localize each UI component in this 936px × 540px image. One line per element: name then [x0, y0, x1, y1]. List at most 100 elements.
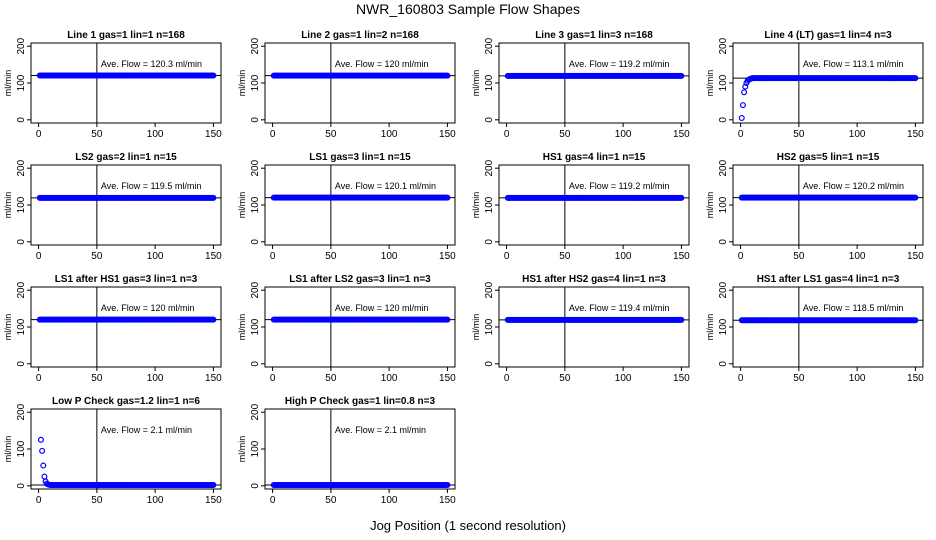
panel-2: Line 2 gas=1 lin=2 n=168 0 50 100 150 0 100 200… [237, 30, 456, 140]
y-tick-label: 200 [484, 281, 495, 298]
x-tick-label: 150 [205, 129, 222, 140]
data-point [444, 72, 451, 79]
panel-14: High P Check gas=1 lin=0.8 n=3 0 50 100 150 0… [237, 396, 456, 506]
x-tick-label: 50 [91, 373, 103, 384]
average-flow-annotation: Ave. Flow = 120.2 ml/min [803, 181, 904, 191]
average-flow-annotation: Ave. Flow = 120.3 ml/min [101, 59, 202, 69]
data-point [37, 436, 44, 443]
average-flow-annotation: Ave. Flow = 120.1 ml/min [335, 181, 436, 191]
y-tick-label: 200 [484, 37, 495, 54]
x-tick-label: 100 [147, 495, 164, 506]
x-tick-label: 100 [381, 251, 398, 262]
x-tick-label: 0 [36, 495, 42, 506]
y-tick-label: 200 [16, 37, 27, 54]
y-tick-label: 100 [718, 196, 729, 213]
average-flow-annotation: Ave. Flow = 120 ml/min [335, 59, 429, 69]
x-tick-label: 50 [559, 373, 571, 384]
y-tick-label: 0 [16, 117, 27, 123]
x-tick-label: 150 [907, 129, 924, 140]
x-tick-label: 50 [559, 251, 571, 262]
y-axis-label: ml/min [3, 436, 13, 463]
x-tick-label: 150 [439, 129, 456, 140]
plot-frame [732, 164, 924, 246]
average-flow-annotation: Ave. Flow = 2.1 ml/min [101, 425, 192, 435]
y-axis-label: ml/min [705, 70, 715, 97]
panel-title: Line 3 gas=1 lin=3 n=168 [535, 30, 653, 41]
x-tick-label: 0 [270, 251, 276, 262]
y-axis-label: ml/min [237, 314, 247, 341]
data-point [738, 114, 745, 121]
data-point [742, 83, 749, 90]
average-flow-annotation: Ave. Flow = 119.4 ml/min [569, 303, 669, 313]
average-flow-annotation: Ave. Flow = 119.2 ml/min [569, 59, 669, 69]
x-tick-label: 50 [325, 129, 337, 140]
data-point [444, 194, 451, 201]
x-tick-label: 0 [738, 373, 744, 384]
panel-title: High P Check gas=1 lin=0.8 n=3 [285, 396, 436, 407]
x-tick-label: 100 [147, 129, 164, 140]
average-flow-annotation: Ave. Flow = 2.1 ml/min [335, 425, 426, 435]
plot-frame [30, 286, 222, 368]
panel-11: HS1 after HS2 gas=4 lin=1 n=3 0 50 100 150 0 1… [471, 274, 690, 384]
y-tick-label: 100 [16, 196, 27, 213]
x-tick-label: 100 [615, 251, 632, 262]
y-tick-label: 0 [484, 239, 495, 245]
y-tick-label: 100 [718, 74, 729, 91]
x-tick-label: 0 [36, 129, 42, 140]
y-tick-label: 0 [250, 117, 261, 123]
y-tick-label: 0 [718, 117, 729, 123]
x-tick-label: 0 [270, 373, 276, 384]
data-point [210, 194, 217, 201]
plot-frame [498, 42, 690, 124]
x-tick-label: 50 [559, 129, 571, 140]
x-tick-label: 150 [439, 495, 456, 506]
data-point [210, 316, 217, 323]
x-tick-label: 50 [793, 251, 805, 262]
y-tick-label: 200 [16, 281, 27, 298]
x-tick-label: 150 [439, 373, 456, 384]
data-point [678, 194, 685, 201]
y-tick-label: 0 [250, 239, 261, 245]
x-tick-label: 100 [849, 251, 866, 262]
data-point [912, 75, 919, 82]
x-tick-label: 50 [793, 373, 805, 384]
x-tick-label: 0 [738, 251, 744, 262]
plot-frame [264, 286, 456, 368]
data-point [912, 194, 919, 201]
y-tick-label: 100 [16, 74, 27, 91]
y-tick-label: 200 [16, 159, 27, 176]
x-tick-label: 100 [849, 129, 866, 140]
x-tick-label: 50 [91, 495, 103, 506]
y-tick-label: 100 [250, 440, 261, 457]
y-axis-label: ml/min [471, 314, 481, 341]
y-tick-label: 100 [718, 318, 729, 335]
y-axis-label: ml/min [3, 314, 13, 341]
data-point [444, 482, 451, 489]
data-point [210, 72, 217, 79]
panel-title: HS2 gas=5 lin=1 n=15 [777, 152, 880, 163]
plot-frame [264, 164, 456, 246]
panel-7: HS1 gas=4 lin=1 n=15 0 50 100 150 0 100 200 ml/m… [471, 152, 690, 262]
y-tick-label: 200 [250, 281, 261, 298]
x-tick-label: 50 [325, 495, 337, 506]
panel-title: Line 1 gas=1 lin=1 n=168 [67, 30, 185, 41]
x-tick-label: 50 [325, 251, 337, 262]
panel-title: HS1 gas=4 lin=1 n=15 [543, 152, 646, 163]
x-tick-label: 0 [738, 129, 744, 140]
average-flow-annotation: Ave. Flow = 113.1 ml/min [803, 59, 903, 69]
y-tick-label: 100 [250, 318, 261, 335]
y-tick-label: 0 [16, 483, 27, 489]
y-tick-label: 0 [16, 361, 27, 367]
data-point [912, 317, 919, 324]
y-axis-label: ml/min [237, 436, 247, 463]
y-tick-label: 100 [250, 196, 261, 213]
y-tick-label: 0 [484, 361, 495, 367]
x-tick-label: 0 [36, 251, 42, 262]
x-tick-label: 150 [205, 373, 222, 384]
data-point [678, 316, 685, 323]
y-axis-label: ml/min [705, 314, 715, 341]
y-tick-label: 0 [250, 361, 261, 367]
y-axis-label: ml/min [237, 70, 247, 97]
x-axis-title: Jog Position (1 second resolution) [370, 518, 566, 533]
